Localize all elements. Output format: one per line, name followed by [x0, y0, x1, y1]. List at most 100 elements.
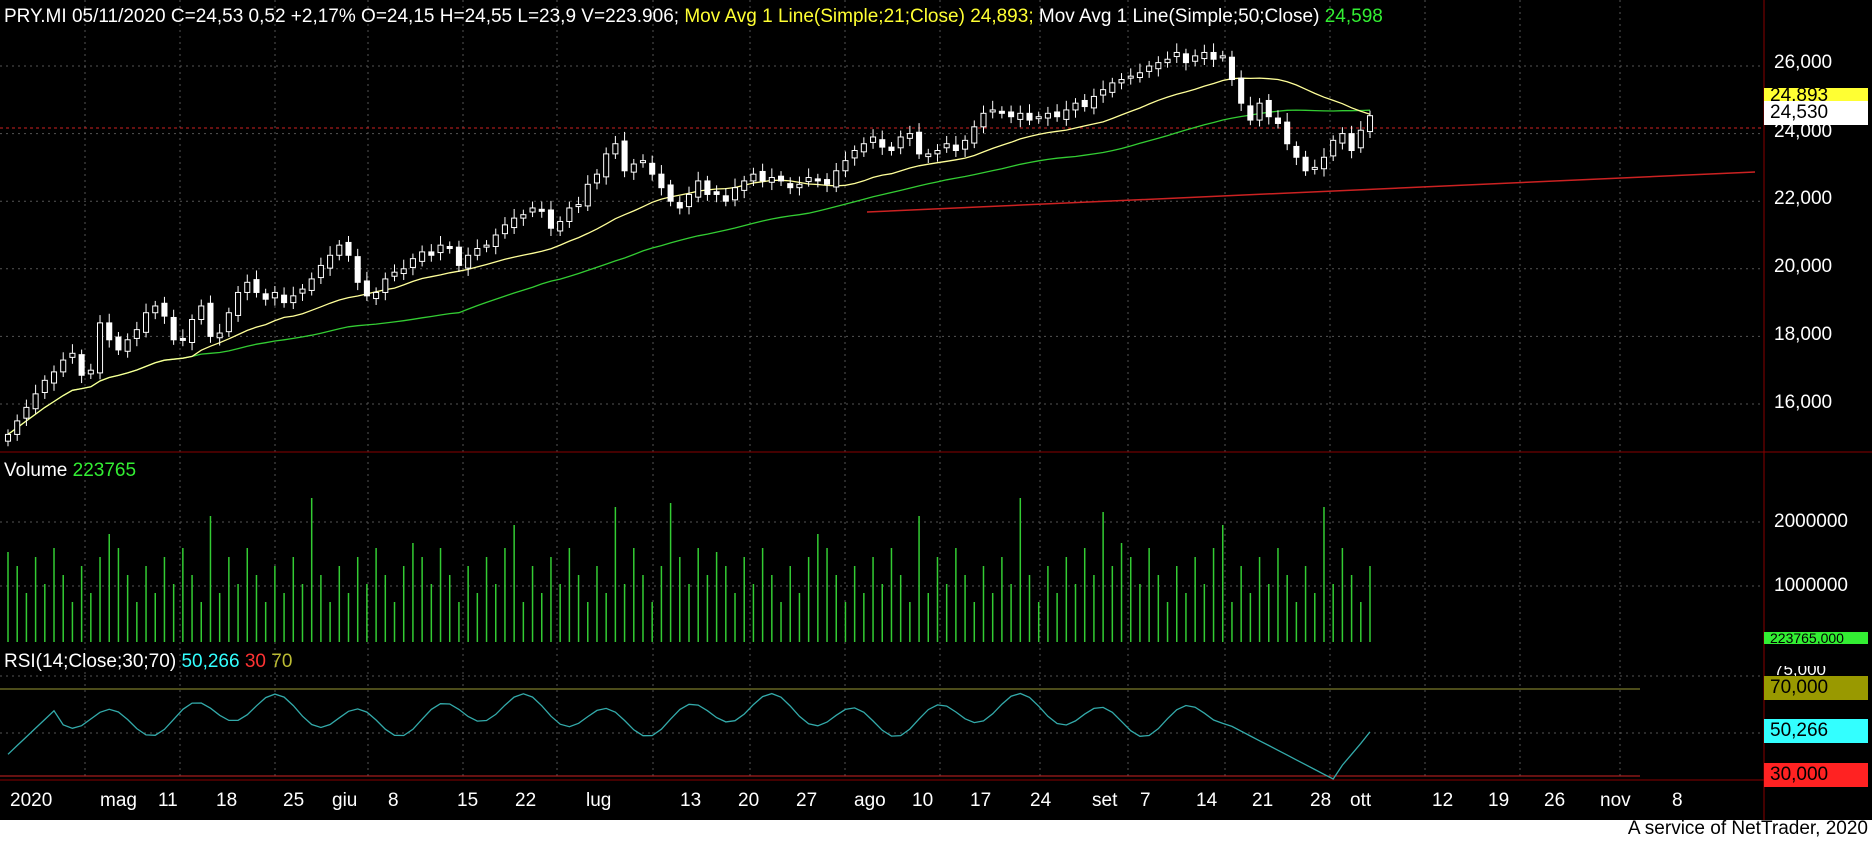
- candle-body: [1182, 53, 1189, 64]
- candle-body: [437, 244, 444, 254]
- rsi-value: 50,266: [181, 651, 240, 672]
- x-tick-label: 22: [515, 790, 537, 811]
- rsi-high-tag: 70,000: [1764, 676, 1868, 700]
- candle-body: [161, 302, 168, 317]
- candle-body: [373, 291, 380, 300]
- candle-body: [575, 204, 582, 208]
- x-tick-label: 25: [283, 790, 305, 811]
- candle-body: [695, 180, 702, 198]
- candle-body: [1320, 156, 1328, 170]
- candle-body: [1026, 112, 1033, 121]
- price-header: PRY.MI 05/11/2020 C=24,53 0,52 +2,17% O=…: [4, 6, 1383, 28]
- x-tick-label: 12: [1432, 790, 1454, 811]
- candle-body: [547, 209, 554, 229]
- candle-body: [593, 173, 601, 184]
- candle-body: [1219, 55, 1226, 59]
- candle-body: [1008, 111, 1015, 118]
- candle-body: [483, 244, 490, 248]
- candle-body: [925, 153, 932, 158]
- candle-body: [943, 143, 950, 149]
- volume-bars: [7, 498, 1371, 642]
- x-tick-label: 10: [912, 790, 934, 811]
- x-tick-label: lug: [586, 790, 612, 811]
- candle-body: [317, 264, 324, 279]
- candle-body: [787, 183, 794, 189]
- candle-body: [1081, 99, 1088, 108]
- x-tick-label: 24: [1030, 790, 1052, 811]
- candle-body: [1072, 102, 1079, 111]
- volume-tag: 223765,000: [1764, 632, 1868, 644]
- x-tick-label: mag: [100, 790, 137, 811]
- x-tick-label: 14: [1196, 790, 1218, 811]
- candle-body: [538, 208, 545, 212]
- candle-body: [962, 139, 969, 150]
- candle-body: [235, 291, 242, 316]
- candle-body: [897, 136, 904, 149]
- candle-body: [60, 359, 67, 373]
- candle-body: [814, 178, 821, 182]
- candle-body: [511, 217, 518, 229]
- ma21-line: [7, 77, 1371, 435]
- candle-body: [842, 160, 849, 172]
- x-tick-label: 15: [457, 790, 479, 811]
- candle-body: [713, 191, 720, 195]
- candle-body: [336, 244, 343, 256]
- candle-body: [1063, 109, 1070, 120]
- x-tick-label: set: [1092, 790, 1118, 811]
- candle-body: [566, 207, 573, 222]
- candle-body: [225, 312, 232, 333]
- price-tick: 24,000: [1774, 121, 1833, 142]
- candle-body: [1035, 116, 1042, 120]
- candle-body: [1100, 89, 1107, 96]
- x-tick-label: 13: [680, 790, 702, 811]
- candle-body: [244, 281, 251, 293]
- candle-body: [741, 180, 748, 191]
- candle-body: [308, 278, 315, 291]
- candle-body: [1265, 99, 1272, 118]
- x-tick-label: ott: [1350, 790, 1372, 811]
- candle-body: [1173, 51, 1180, 58]
- rsi-value-tag: 50,266: [1764, 719, 1868, 743]
- candle-body: [1238, 77, 1245, 104]
- candle-body: [345, 241, 352, 256]
- candle-body: [23, 406, 30, 419]
- candle-body: [1348, 133, 1355, 152]
- ma50-value: 24,598: [1324, 6, 1383, 27]
- rsi-label: RSI(14;Close;30;70): [4, 651, 177, 672]
- candle-body: [446, 245, 453, 250]
- support-trendline: [0, 127, 1764, 213]
- candle-body: [363, 280, 370, 297]
- x-tick-label: 8: [1672, 790, 1683, 811]
- candle-body: [133, 329, 140, 339]
- x-tick-label: 11: [158, 790, 178, 811]
- candle-body: [1210, 51, 1217, 60]
- candle-body: [1155, 62, 1162, 70]
- x-tick-label: ago: [854, 790, 886, 811]
- candle-body: [851, 150, 858, 159]
- candle-body: [980, 112, 987, 128]
- candle-body: [409, 258, 416, 268]
- candle-body: [916, 131, 923, 155]
- header-quote: PRY.MI 05/11/2020 C=24,53 0,52 +2,17% O=…: [4, 6, 680, 27]
- candle-body: [1164, 58, 1171, 64]
- candle-body: [1247, 105, 1254, 121]
- candle-body: [262, 293, 269, 300]
- x-tick-label: nov: [1600, 790, 1631, 811]
- candle-body: [106, 322, 113, 341]
- ma50-line: [7, 109, 1371, 435]
- candle-body: [630, 163, 637, 173]
- x-tick-label: 28: [1310, 790, 1332, 811]
- candle-body: [198, 305, 205, 321]
- x-tick-label: giu: [332, 790, 358, 811]
- candlesticks: [4, 43, 1374, 447]
- x-tick-label: 18: [216, 790, 238, 811]
- candle-body: [888, 146, 895, 151]
- volume-tick: 2000000: [1774, 511, 1848, 532]
- ma50-label: Mov Avg 1 Line(Simple;50;Close): [1038, 6, 1320, 27]
- candle-body: [1044, 112, 1051, 119]
- candle-body: [14, 420, 21, 435]
- candle-body: [685, 193, 693, 208]
- candle-body: [455, 246, 462, 266]
- candle-body: [639, 160, 647, 164]
